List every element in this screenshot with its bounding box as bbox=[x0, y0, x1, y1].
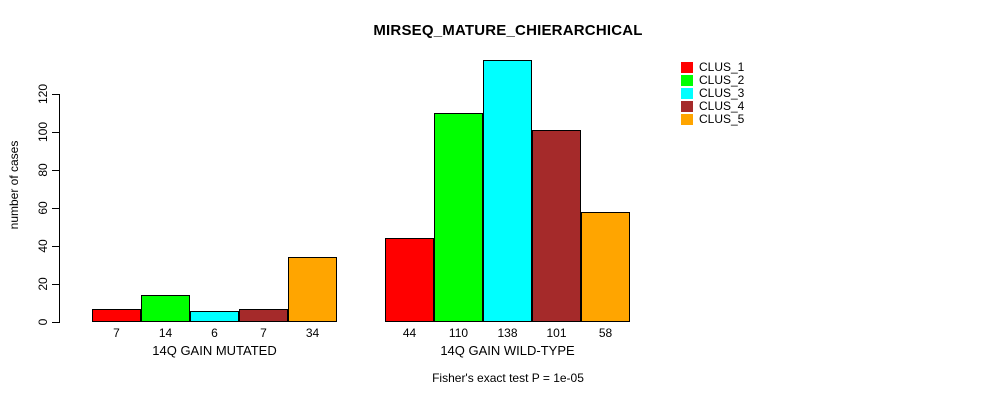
y-axis-tick-label: 60 bbox=[36, 201, 50, 215]
bar-value-label: 34 bbox=[305, 326, 320, 340]
category-label: 14Q GAIN MUTATED bbox=[152, 343, 277, 358]
clus_2-color-swatch bbox=[681, 75, 693, 86]
y-axis-tick bbox=[52, 170, 59, 171]
y-axis-title: number of cases bbox=[7, 140, 21, 230]
bar-clus_5-mutated bbox=[288, 257, 337, 322]
y-axis-tick bbox=[52, 132, 59, 133]
legend-label: CLUS_4 bbox=[699, 99, 745, 113]
y-axis-tick-label: 100 bbox=[36, 121, 50, 143]
bar-clus_1-mutated bbox=[92, 309, 141, 322]
y-axis-tick-label: 0 bbox=[36, 318, 50, 326]
legend-label: CLUS_5 bbox=[699, 112, 745, 126]
y-axis-tick bbox=[52, 94, 59, 95]
y-axis-tick-label: 20 bbox=[36, 277, 50, 291]
y-axis-tick bbox=[52, 284, 59, 285]
clus_3-color-swatch bbox=[681, 88, 693, 99]
clus_1-color-swatch bbox=[681, 62, 693, 73]
bar-value-label: 58 bbox=[598, 326, 613, 340]
chart-title: MIRSEQ_MATURE_CHIERARCHICAL bbox=[373, 22, 643, 39]
bar-value-label: 7 bbox=[113, 326, 120, 340]
bar-clus_4-wildtype bbox=[532, 130, 581, 322]
bar-value-label: 6 bbox=[211, 326, 218, 340]
legend-item: CLUS_1 bbox=[681, 61, 744, 74]
y-axis-tick-label: 80 bbox=[36, 163, 50, 177]
bar-clus_2-wildtype bbox=[434, 113, 483, 322]
legend-label: CLUS_2 bbox=[699, 73, 745, 87]
bar-value-label: 110 bbox=[448, 326, 469, 340]
clus_5-color-swatch bbox=[681, 114, 693, 125]
legend-label: CLUS_1 bbox=[699, 60, 745, 74]
bar-value-label: 14 bbox=[158, 326, 173, 340]
bar-clus_1-wildtype bbox=[385, 238, 434, 322]
bar-clus_2-mutated bbox=[141, 295, 190, 322]
bar-value-label: 101 bbox=[546, 326, 567, 340]
bar-clus_3-mutated bbox=[190, 311, 239, 322]
legend-item: CLUS_3 bbox=[681, 87, 744, 100]
bar-value-label: 44 bbox=[402, 326, 417, 340]
bar-value-label: 138 bbox=[497, 326, 518, 340]
y-axis-tick-label: 40 bbox=[36, 239, 50, 253]
y-axis-tick bbox=[52, 322, 59, 323]
bar-clus_3-wildtype bbox=[483, 60, 532, 322]
fisher-test-footnote: Fisher's exact test P = 1e-05 bbox=[432, 371, 584, 385]
clus_4-color-swatch bbox=[681, 101, 693, 112]
y-axis-line bbox=[59, 94, 60, 323]
bar-clus_4-mutated bbox=[239, 309, 288, 322]
legend-item: CLUS_4 bbox=[681, 100, 744, 113]
y-axis-tick bbox=[52, 246, 59, 247]
y-axis-tick-label: 120 bbox=[36, 83, 50, 105]
category-label: 14Q GAIN WILD-TYPE bbox=[440, 343, 575, 358]
bar-clus_5-wildtype bbox=[581, 212, 630, 322]
legend-item: CLUS_2 bbox=[681, 74, 744, 87]
bar-value-label: 7 bbox=[260, 326, 267, 340]
legend-item: CLUS_5 bbox=[681, 113, 744, 126]
legend-label: CLUS_3 bbox=[699, 86, 745, 100]
y-axis-tick bbox=[52, 208, 59, 209]
legend: CLUS_1 CLUS_2 CLUS_3 CLUS_4 CLUS_5 bbox=[681, 61, 744, 126]
